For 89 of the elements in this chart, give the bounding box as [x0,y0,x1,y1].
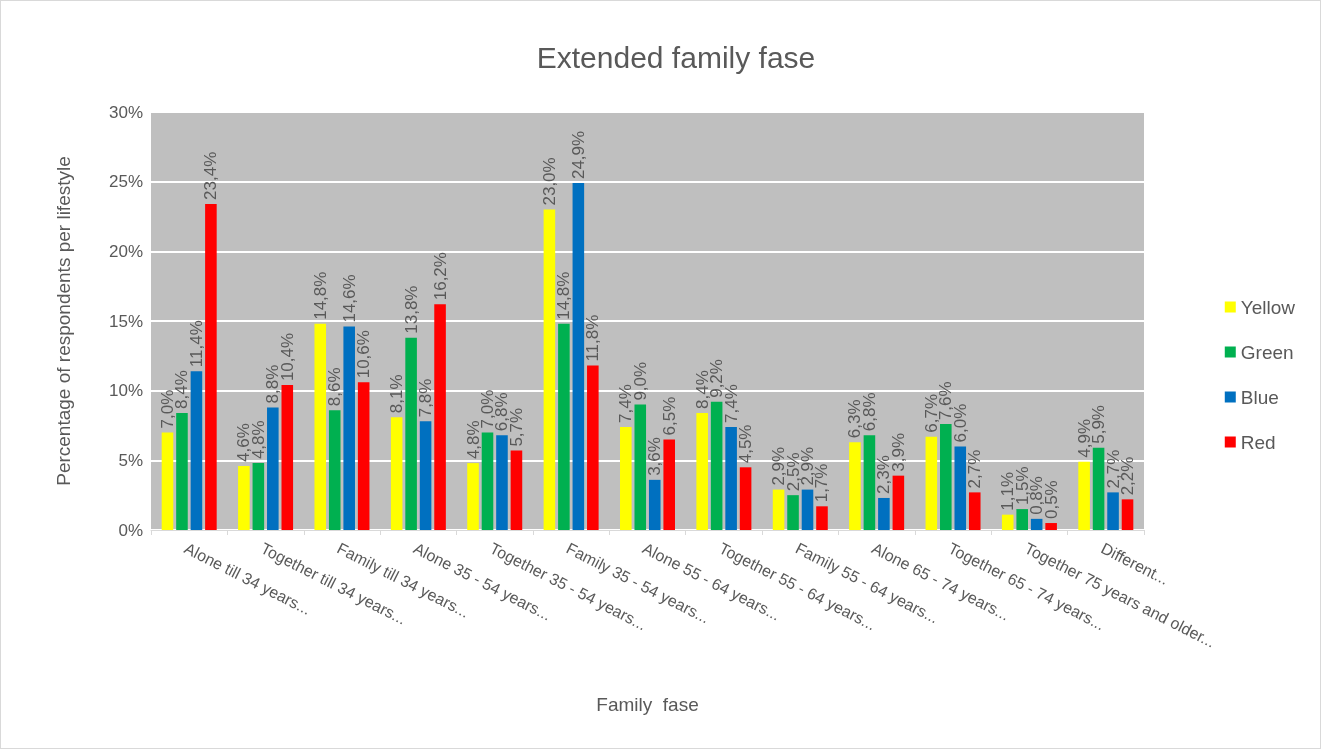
bar [481,432,494,530]
chart-title: Extended family fase [536,40,816,74]
bar [648,479,661,530]
data-label: 5,9% [1089,405,1109,444]
bar [710,401,723,530]
bar [816,506,828,530]
bar [696,412,708,530]
bar [252,463,265,530]
bar [390,417,403,530]
bar [161,432,174,530]
data-label: 6,5% [659,396,679,436]
data-label: 4,5% [736,424,756,464]
bar [510,450,523,530]
y-axis-title: Percentage of respondents per lifestyle [53,156,74,486]
bar [620,426,632,530]
bar [1092,447,1105,530]
bar [558,323,570,530]
legend-label: Yellow [1240,296,1296,318]
bar [267,407,279,530]
data-label: 2,7% [965,449,985,489]
bar [925,436,938,530]
x-axis-title: Family fase [596,694,699,715]
bar [1078,461,1090,530]
bar [787,495,799,530]
bar [238,465,250,530]
legend-label: Red [1240,431,1276,453]
bar [725,426,737,530]
y-tick-label: 0% [118,520,143,540]
bar [849,442,861,530]
bar [434,304,446,530]
bar [1045,523,1057,530]
bar [1001,514,1014,530]
data-label: 3,6% [645,437,665,476]
data-label: 10,4% [277,332,297,382]
bar [1030,518,1043,530]
data-label: 3,9% [888,432,908,472]
y-tick-label: 20% [108,241,143,261]
bar [801,489,814,530]
legend-label: Blue [1240,386,1279,408]
bar [205,203,217,530]
data-label: 11,8% [583,314,603,362]
bar [281,385,294,530]
bar [467,463,479,530]
y-tick-label: 10% [108,381,143,401]
y-tick-label: 30% [108,102,143,122]
bar [343,326,355,530]
data-label: 10,6% [354,330,374,379]
data-label: 8,4% [172,370,192,409]
bar [739,467,752,530]
data-label: 14,6% [339,274,359,323]
bar [419,421,432,530]
bar [663,439,675,530]
data-label: 8,1% [387,374,407,414]
bar [940,424,952,530]
data-label: 13,8% [401,285,421,334]
data-label: 14,8% [310,271,330,320]
bar [892,475,905,530]
bar [587,365,599,530]
data-label: 8,6% [325,367,345,407]
data-label: 16,2% [430,252,450,301]
data-label: 23,0% [539,157,559,206]
bar [1121,499,1134,530]
bar [954,446,967,530]
y-tick-label: 5% [118,450,143,470]
bar [357,382,370,530]
data-label: 23,4% [201,151,221,200]
y-tick-label: 25% [108,172,143,192]
data-label: 9,0% [630,361,650,401]
bar [572,183,585,530]
bar [328,410,341,530]
bar [314,323,327,530]
legend-label: Green [1240,341,1294,363]
data-label: 7,8% [416,378,436,418]
bar [190,371,203,530]
bar [543,209,556,530]
bar [405,337,417,530]
data-label: 14,8% [554,271,574,320]
bar [176,412,188,530]
bar [1016,509,1028,530]
bar [634,404,647,530]
bar [772,489,785,530]
bar [968,492,981,530]
data-label: 24,9% [568,130,588,180]
bar [878,497,890,530]
data-label: 11,4% [186,320,206,368]
bar [496,435,508,530]
bar [1107,492,1119,530]
y-tick-label: 15% [108,311,143,331]
bar [863,435,876,530]
